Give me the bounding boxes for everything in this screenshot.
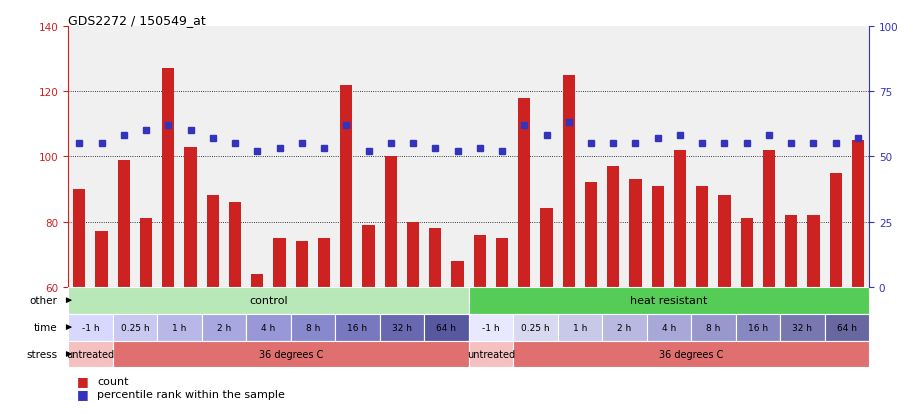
Text: 1 h: 1 h bbox=[572, 323, 587, 332]
Bar bbox=[824, 314, 869, 341]
Bar bbox=[451, 261, 464, 287]
Text: untreated: untreated bbox=[467, 349, 515, 359]
Bar bbox=[469, 314, 513, 341]
Bar bbox=[407, 222, 420, 287]
Bar bbox=[718, 196, 731, 287]
Bar bbox=[647, 314, 691, 341]
Bar bbox=[513, 314, 558, 341]
Bar bbox=[630, 180, 642, 287]
Text: 0.25 h: 0.25 h bbox=[521, 323, 550, 332]
Bar bbox=[140, 219, 152, 287]
Text: -1 h: -1 h bbox=[82, 323, 99, 332]
Bar bbox=[652, 186, 664, 287]
Bar bbox=[185, 147, 197, 287]
Bar bbox=[852, 141, 864, 287]
Bar bbox=[691, 314, 735, 341]
Bar bbox=[385, 157, 397, 287]
Bar bbox=[741, 219, 753, 287]
Text: 2 h: 2 h bbox=[617, 323, 632, 332]
Text: ■: ■ bbox=[77, 374, 89, 387]
Bar bbox=[763, 150, 775, 287]
Bar bbox=[296, 242, 308, 287]
Text: heat resistant: heat resistant bbox=[630, 295, 708, 306]
Bar bbox=[558, 314, 602, 341]
Bar bbox=[247, 314, 290, 341]
Bar bbox=[785, 216, 797, 287]
Text: 4 h: 4 h bbox=[261, 323, 276, 332]
Bar bbox=[162, 69, 175, 287]
Bar bbox=[202, 314, 247, 341]
Bar bbox=[585, 183, 597, 287]
Bar bbox=[113, 314, 157, 341]
Bar bbox=[290, 314, 335, 341]
Text: 64 h: 64 h bbox=[437, 323, 457, 332]
Text: 0.25 h: 0.25 h bbox=[121, 323, 149, 332]
Text: 8 h: 8 h bbox=[306, 323, 320, 332]
Bar bbox=[73, 190, 86, 287]
Text: untreated: untreated bbox=[66, 349, 115, 359]
Bar bbox=[335, 314, 379, 341]
Bar bbox=[207, 196, 219, 287]
Bar bbox=[602, 314, 647, 341]
Bar bbox=[430, 228, 441, 287]
Bar bbox=[68, 287, 469, 314]
Text: 36 degrees C: 36 degrees C bbox=[258, 349, 323, 359]
Bar bbox=[513, 341, 869, 368]
Text: 16 h: 16 h bbox=[748, 323, 768, 332]
Text: 64 h: 64 h bbox=[837, 323, 857, 332]
Text: time: time bbox=[34, 322, 57, 332]
Text: 4 h: 4 h bbox=[662, 323, 676, 332]
Bar bbox=[696, 186, 708, 287]
Bar bbox=[830, 173, 842, 287]
Text: stress: stress bbox=[26, 349, 57, 359]
Bar bbox=[273, 238, 286, 287]
Text: -1 h: -1 h bbox=[482, 323, 500, 332]
Bar bbox=[473, 235, 486, 287]
Bar bbox=[251, 274, 264, 287]
Bar bbox=[362, 225, 375, 287]
Bar bbox=[379, 314, 424, 341]
Bar bbox=[780, 314, 824, 341]
Bar bbox=[113, 341, 469, 368]
Text: 16 h: 16 h bbox=[348, 323, 368, 332]
Bar bbox=[496, 238, 508, 287]
Bar bbox=[562, 76, 575, 287]
Bar bbox=[96, 232, 107, 287]
Bar bbox=[518, 98, 531, 287]
Bar bbox=[340, 85, 352, 287]
Bar bbox=[229, 202, 241, 287]
Bar bbox=[157, 314, 202, 341]
Text: 1 h: 1 h bbox=[172, 323, 187, 332]
Bar bbox=[735, 314, 780, 341]
Text: GDS2272 / 150549_at: GDS2272 / 150549_at bbox=[68, 14, 206, 27]
Bar bbox=[68, 314, 113, 341]
Bar bbox=[117, 160, 130, 287]
Bar bbox=[469, 287, 869, 314]
Bar bbox=[541, 209, 552, 287]
Text: ■: ■ bbox=[77, 387, 89, 400]
Text: control: control bbox=[249, 295, 288, 306]
Text: 32 h: 32 h bbox=[392, 323, 412, 332]
Bar bbox=[424, 314, 469, 341]
Bar bbox=[318, 238, 330, 287]
Text: percentile rank within the sample: percentile rank within the sample bbox=[97, 389, 285, 399]
Bar bbox=[68, 341, 113, 368]
Bar bbox=[469, 341, 513, 368]
Text: 36 degrees C: 36 degrees C bbox=[659, 349, 723, 359]
Text: 32 h: 32 h bbox=[793, 323, 813, 332]
Text: 8 h: 8 h bbox=[706, 323, 721, 332]
Bar bbox=[607, 167, 620, 287]
Bar bbox=[673, 150, 686, 287]
Text: count: count bbox=[97, 375, 129, 386]
Bar bbox=[807, 216, 820, 287]
Text: 2 h: 2 h bbox=[217, 323, 231, 332]
Text: other: other bbox=[29, 295, 57, 306]
